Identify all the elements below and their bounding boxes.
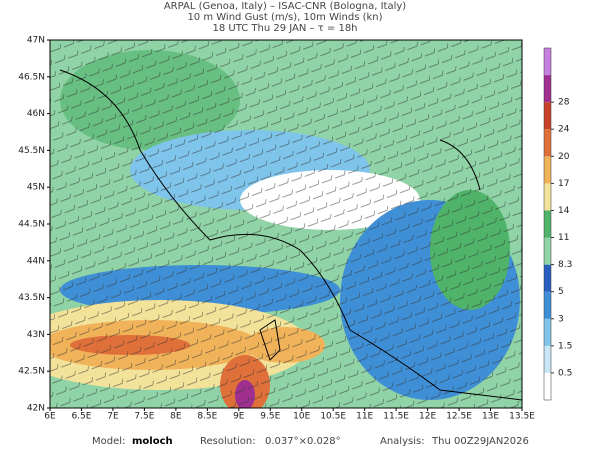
lat-label: 47N — [27, 36, 45, 46]
lon-label: 11E — [356, 412, 373, 422]
map-field — [50, 40, 522, 408]
colorbar-label: 11 — [558, 233, 569, 243]
lat-label: 43.5N — [18, 293, 45, 303]
colorbar-label: 28 — [558, 98, 570, 108]
colorbar-segment — [544, 102, 551, 130]
footer-label: Resolution: — [200, 436, 256, 447]
colorbar-segment — [544, 291, 551, 319]
lon-label: 9E — [233, 412, 245, 422]
lon-label: 13E — [482, 412, 499, 422]
footer-value: 0.037°×0.028° — [265, 436, 341, 447]
lon-label: 12.5E — [446, 412, 472, 422]
lat-label: 43N — [27, 330, 45, 340]
header-line: 18 UTC Thu 29 JAN – τ = 18h — [212, 23, 357, 34]
lon-label: 8E — [170, 412, 182, 422]
lat-label: 45.5N — [18, 146, 45, 156]
lon-label: 8.5E — [197, 412, 217, 422]
colorbar-segment — [544, 48, 551, 76]
colorbar-label: 24 — [558, 125, 570, 135]
lat-label: 44N — [27, 256, 45, 266]
lat-label: 42.5N — [18, 367, 45, 377]
colorbar-label: 5 — [558, 287, 564, 297]
lat-label: 42N — [27, 404, 45, 414]
colorbar-segment — [544, 345, 551, 373]
colorbar-segment — [544, 264, 551, 292]
colorbar-segment — [544, 237, 551, 265]
colorbar-label: 17 — [558, 179, 569, 189]
lat-label: 45N — [27, 183, 45, 193]
colorbar-label: 20 — [558, 152, 570, 162]
lon-label: 13.5E — [509, 412, 535, 422]
colorbar-segment — [544, 183, 551, 211]
colorbar-segment — [544, 75, 551, 103]
header-line: 10 m Wind Gust (m/s), 10m Winds (kn) — [187, 12, 382, 23]
header-line: ARPAL (Genoa, Italy) – ISAC-CNR (Bologna… — [164, 1, 406, 12]
lon-label: 7.5E — [134, 412, 154, 422]
lat-label: 46.5N — [18, 72, 45, 82]
colorbar-label: 3 — [558, 314, 564, 324]
lon-label: 12E — [419, 412, 436, 422]
colorbar-label: 8.3 — [558, 260, 572, 270]
colorbar-label: 1.5 — [558, 341, 572, 351]
lat-label: 46N — [27, 109, 45, 119]
footer-label: Analysis: — [380, 436, 425, 447]
lon-label: 9.5E — [260, 412, 280, 422]
lon-label: 6E — [44, 412, 56, 422]
colorbar-frame — [543, 47, 552, 401]
colorbar-segment — [544, 318, 551, 346]
lon-label: 10.5E — [320, 412, 346, 422]
lon-label: 10E — [293, 412, 310, 422]
colorbar-segment — [544, 372, 551, 400]
colorbar-label: 0.5 — [558, 368, 572, 378]
colorbar-segment — [544, 156, 551, 184]
lon-label: 11.5E — [383, 412, 409, 422]
footer-value: moloch — [132, 436, 173, 447]
footer-label: Model: — [92, 436, 125, 447]
lon-label: 7E — [107, 412, 119, 422]
colorbar-segment — [544, 210, 551, 238]
lon-label: 6.5E — [71, 412, 91, 422]
colorbar-segment — [544, 129, 551, 157]
lat-label: 44.5N — [18, 220, 45, 230]
footer-value: Thu 00Z29JAN2026 — [431, 436, 529, 447]
colorbar-label: 14 — [558, 206, 570, 216]
